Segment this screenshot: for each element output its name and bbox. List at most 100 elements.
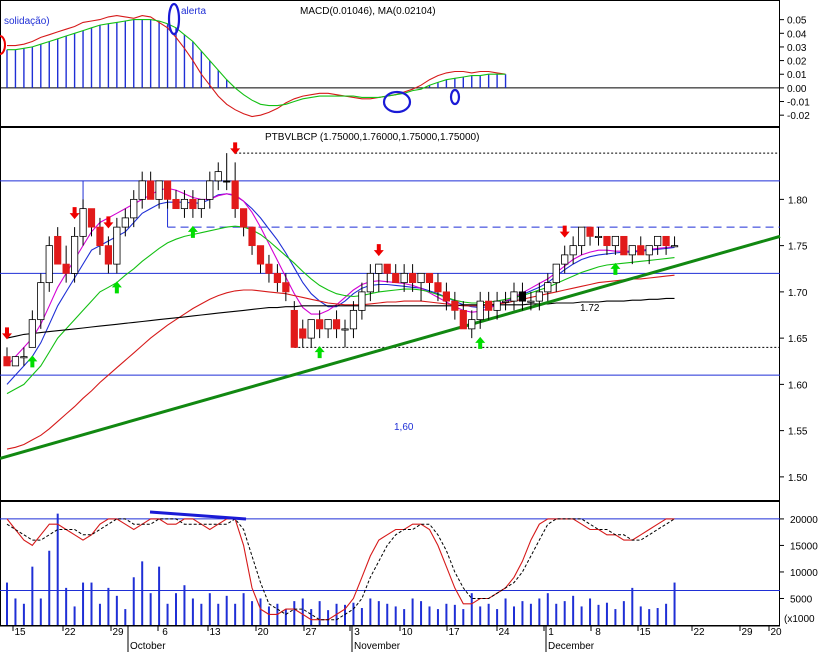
candle-body [400, 272, 408, 284]
xaxis-day-label: 6 [162, 627, 168, 638]
candle-body [620, 235, 628, 256]
macd-ytick-label: 0.02 [787, 57, 807, 68]
price-ytick-label: 1.50 [788, 473, 808, 484]
candle-body [544, 282, 552, 293]
candle-body [231, 180, 239, 210]
candle-body [662, 235, 670, 247]
candle-body [594, 235, 603, 238]
candle-body [611, 235, 620, 247]
macd-layer: 0.05 0.04 0.03 0.02 0.01 0.00 -0.01 -0.02 [0, 2, 810, 122]
candle-body [670, 245, 679, 248]
macd-ytick-label: 0.01 [787, 70, 807, 81]
candle-body [358, 291, 366, 311]
candle-body [476, 300, 484, 321]
price-annotation-160: 1,60 [394, 422, 414, 433]
candle-body [518, 291, 527, 302]
candle-body [121, 217, 129, 228]
candle-body [316, 319, 324, 330]
xaxis-day-label: 20 [257, 627, 269, 638]
xaxis-day-label: 15 [14, 627, 26, 638]
candle-body [324, 319, 332, 330]
candle-body [197, 198, 205, 210]
candle-body [11, 356, 20, 367]
candle-body [28, 319, 36, 348]
price-ytick-label: 1.60 [788, 380, 808, 391]
price-ytick-label: 1.75 [788, 242, 808, 253]
sell-arrow-icon [69, 207, 80, 220]
candle-body [510, 291, 518, 302]
macd-ytick-label: -0.01 [787, 98, 810, 109]
candle-body [535, 291, 543, 302]
candle-body [189, 198, 197, 210]
candle-body [442, 291, 451, 302]
xaxis-day-label: 17 [448, 627, 460, 638]
price-ma-sma-green [6, 225, 675, 395]
candle-body [332, 319, 341, 330]
xaxis-month-label: October [130, 641, 166, 652]
macd-panel-frame [0, 0, 780, 127]
buy-arrow-icon [111, 281, 122, 294]
macd-line [7, 15, 506, 118]
candle-body [307, 319, 315, 339]
osc-ytick-label: 10000 [790, 568, 818, 579]
candle-body [214, 171, 222, 182]
candle-body [434, 282, 442, 293]
sell-arrow-icon [559, 225, 570, 238]
macd-annotation-alerta: alerta [181, 6, 206, 17]
candle-body [239, 208, 248, 228]
buy-arrow-icon [314, 346, 325, 359]
price-ytick-label: 1.70 [788, 288, 808, 299]
candle-body [341, 328, 349, 331]
candle-body [37, 282, 45, 321]
price-title: PTBVLBCP (1.75000,1.76000,1.75000,1.7500… [265, 132, 479, 143]
xaxis-day-label: 15 [639, 627, 651, 638]
candle-body [425, 272, 434, 284]
candle-body [155, 180, 163, 200]
candle-body [290, 309, 298, 348]
candle-body [45, 245, 53, 284]
candle-body [468, 319, 476, 330]
candle-body [248, 226, 256, 247]
candle-body [586, 226, 594, 237]
macd-ytick-label: 0.05 [787, 16, 807, 27]
macd-signal-line [7, 19, 506, 107]
xaxis-day-label: 20 [770, 627, 782, 638]
candle-body [256, 245, 265, 265]
candle-body [71, 235, 79, 274]
candle-body [138, 180, 146, 200]
candle-body [104, 245, 112, 265]
candle-body [654, 235, 662, 247]
macd-annotation-solidacao: solidação) [4, 16, 50, 27]
candle-body [417, 272, 425, 284]
candle-body [96, 226, 104, 247]
candle-body [130, 198, 138, 219]
candle-body [569, 245, 577, 256]
xaxis-day-label: 27 [305, 627, 317, 638]
candle-body [282, 282, 290, 293]
candle-body [147, 180, 155, 200]
price-ma-sma-red [6, 274, 675, 450]
candle-body [223, 180, 231, 183]
sell-arrow-icon [103, 216, 114, 229]
oscillator-fast-line [6, 518, 675, 621]
macd-title: MACD(0.01046), MA(0.02104) [300, 6, 436, 17]
macd-circle-low [382, 90, 412, 114]
candle-body [628, 245, 636, 256]
candle-body [459, 309, 467, 330]
oscillator-slow-line [6, 518, 675, 621]
candle-body [62, 263, 70, 274]
buy-arrow-icon [187, 225, 198, 238]
xaxis-day-label: 24 [498, 627, 510, 638]
xaxis-day-label: 10 [401, 627, 413, 638]
candle-body [366, 272, 374, 293]
candle-body [561, 254, 569, 265]
osc-ytick-label: 15000 [790, 541, 818, 552]
xaxis-day-label: 29 [112, 627, 124, 638]
sell-arrow-icon [230, 142, 241, 155]
candle-body [375, 263, 383, 274]
price-annotation-172: 1.72 [580, 303, 600, 314]
axis-layer: 15 22 29 6 13 20 27 3 10 17 24 1 8 15 22 29 20 October Nov… [0, 625, 782, 652]
buy-arrow-icon [475, 336, 486, 349]
candle-body [578, 226, 586, 247]
xaxis-month-label: December [548, 641, 595, 652]
